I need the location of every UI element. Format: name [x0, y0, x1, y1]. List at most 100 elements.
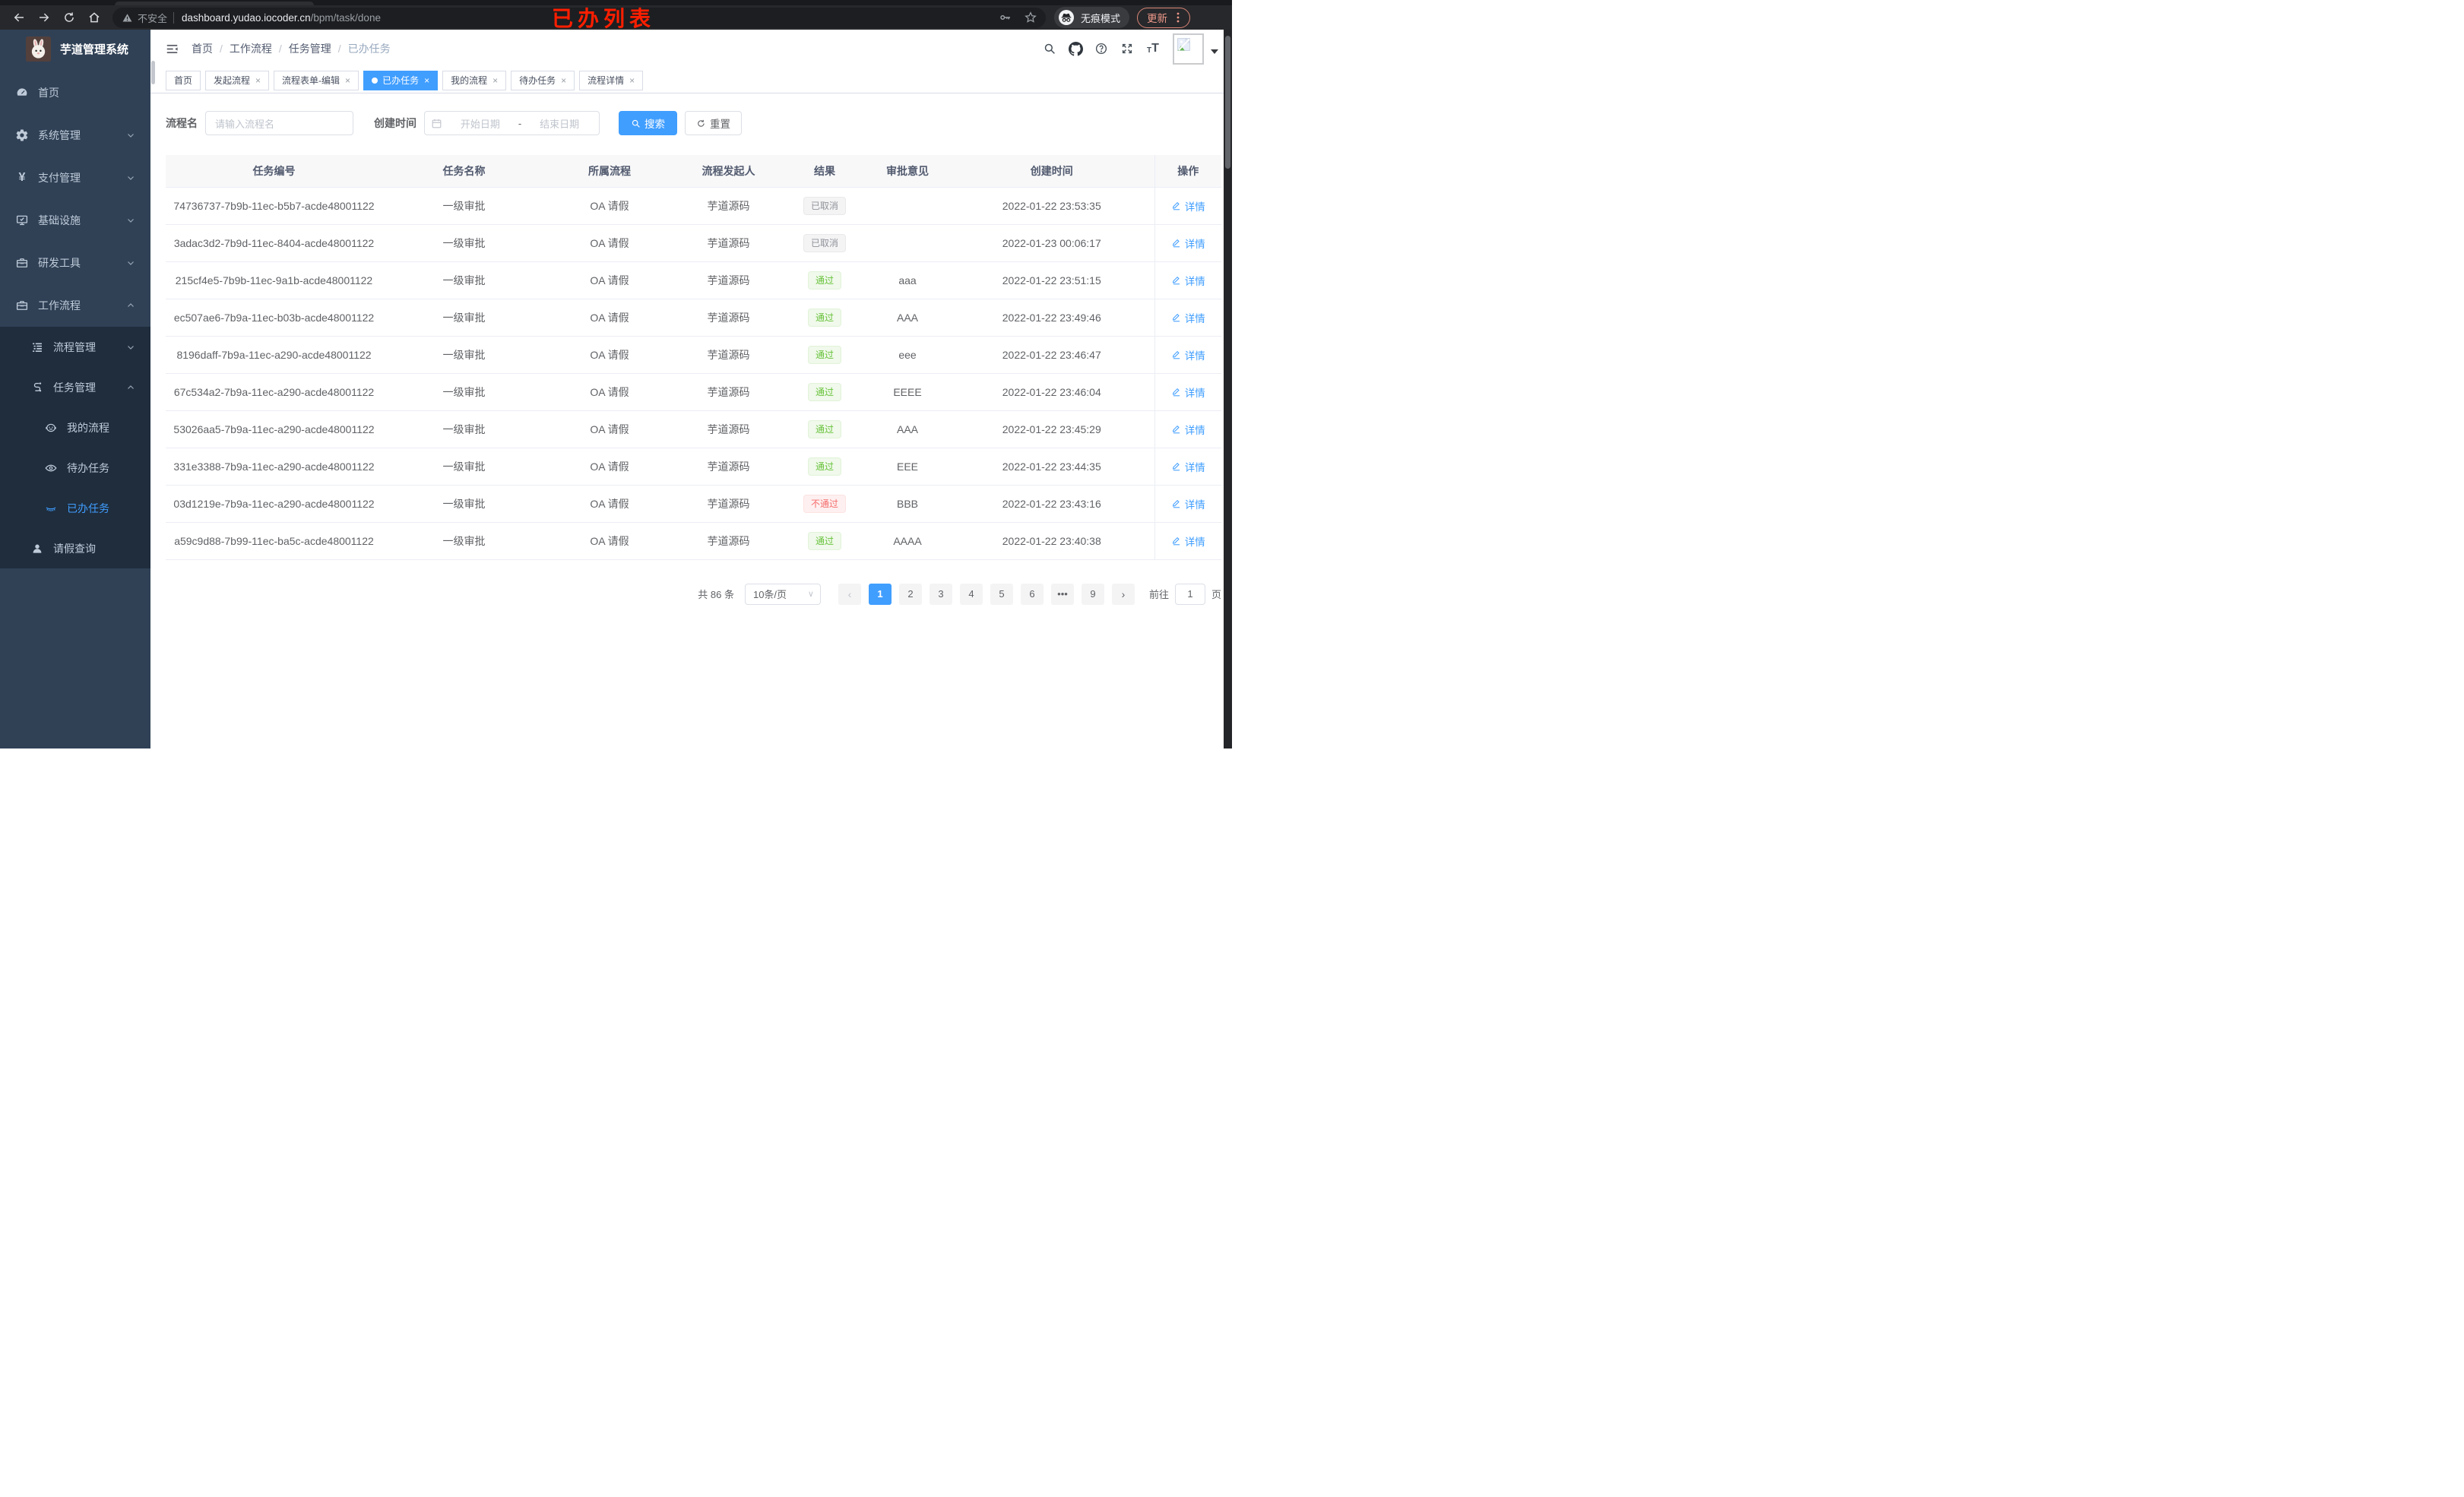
page-button-3[interactable]: 3 [929, 583, 952, 605]
breadcrumb-task-mgmt[interactable]: 任务管理 [288, 43, 331, 55]
action-cell: 详情 [1154, 448, 1221, 486]
close-icon[interactable]: × [345, 74, 351, 86]
sidebar-item-leave-query[interactable]: 请假查询 [0, 528, 150, 568]
sidebar-item-todo-tasks[interactable]: 待办任务 [0, 448, 150, 488]
result-cell: 通过 [784, 410, 866, 448]
detail-link[interactable]: 详情 [1171, 347, 1205, 362]
collapse-menu-icon[interactable] [164, 41, 179, 56]
avatar[interactable] [1173, 33, 1204, 65]
detail-link[interactable]: 详情 [1171, 459, 1205, 474]
sidebar-item-task-mgmt[interactable]: 任务管理 [0, 367, 150, 407]
incognito-badge: 无痕模式 [1054, 7, 1130, 28]
breadcrumb-workflow[interactable]: 工作流程 [229, 43, 272, 55]
close-icon[interactable]: × [629, 74, 635, 86]
detail-link[interactable]: 详情 [1171, 273, 1205, 288]
reload-button[interactable] [61, 9, 78, 26]
tab-label: 已办任务 [382, 75, 420, 86]
result-badge: 通过 [807, 271, 841, 290]
table-row: a59c9d88-7b99-11ec-ba5c-acde48001122 一级审批… [166, 522, 1221, 560]
help-button[interactable] [1094, 41, 1109, 56]
sidebar-item-process-mgmt[interactable]: 流程管理 [0, 327, 150, 367]
search-button[interactable] [1042, 41, 1057, 56]
table-row: 67c534a2-7b9a-11ec-a290-acde48001122 一级审批… [166, 373, 1221, 411]
update-button[interactable]: 更新 [1137, 7, 1191, 28]
back-button[interactable] [11, 9, 27, 26]
sidebar-item-label: 待办任务 [67, 461, 109, 474]
password-key-icon[interactable] [998, 10, 1013, 25]
page-button-1[interactable]: 1 [868, 583, 892, 605]
sidebar-item-dev-tools[interactable]: 研发工具 [0, 242, 150, 284]
task-name-cell: 一级审批 [382, 522, 546, 560]
tab-todo-tasks[interactable]: 待办任务 × [511, 70, 575, 90]
tab-my-process[interactable]: 我的流程 × [442, 70, 507, 90]
page-button-6[interactable]: 6 [1020, 583, 1044, 605]
process-name-input[interactable]: 请输入流程名 [205, 111, 353, 135]
action-cell: 详情 [1154, 187, 1221, 225]
address-bar[interactable]: 不安全 dashboard.yudao.iocoder.cn/bpm/task/… [112, 7, 1046, 28]
browser-tab[interactable] [115, 2, 314, 5]
close-icon[interactable]: × [492, 74, 499, 86]
page-button-4[interactable]: 4 [959, 583, 983, 605]
end-date-placeholder[interactable]: 结束日期 [540, 118, 580, 130]
forward-button[interactable] [36, 9, 52, 26]
detail-link[interactable]: 详情 [1171, 385, 1205, 400]
breadcrumb-home[interactable]: 首页 [192, 43, 213, 55]
detail-link[interactable]: 详情 [1171, 310, 1205, 325]
prev-page-button[interactable]: ‹ [838, 583, 861, 605]
detail-link-label: 详情 [1184, 498, 1205, 511]
tab-process-detail[interactable]: 流程详情 × [579, 70, 644, 90]
detail-link[interactable]: 详情 [1171, 198, 1205, 214]
date-range-input[interactable]: 开始日期 - 结束日期 [424, 111, 600, 135]
sidebar-item-label: 任务管理 [53, 381, 96, 394]
page-button-5[interactable]: 5 [990, 583, 1013, 605]
sidebar-item-system[interactable]: 系统管理 [0, 114, 150, 157]
sidebar-item-home[interactable]: 首页 [0, 71, 150, 114]
sidebar-item-label: 请假查询 [53, 542, 96, 555]
tab-form-edit[interactable]: 流程表单-编辑 × [274, 70, 359, 90]
sidebar-scrollbar-thumb[interactable] [151, 61, 155, 84]
close-icon[interactable]: × [255, 74, 261, 86]
back-icon [12, 11, 26, 24]
home-button[interactable] [86, 9, 103, 26]
fullscreen-button[interactable] [1120, 41, 1135, 56]
window-scrollbar[interactable] [1224, 30, 1232, 748]
detail-link[interactable]: 详情 [1171, 236, 1205, 251]
tab-label: 流程详情 [587, 75, 625, 86]
column-header: 创建时间 [949, 155, 1154, 188]
goto-page-input[interactable]: 1 [1174, 583, 1205, 605]
chevron-down-icon [126, 173, 135, 182]
page-button-9[interactable]: 9 [1081, 583, 1104, 605]
app-logo[interactable]: 芋道管理系统 [0, 30, 150, 68]
bookmark-star-icon[interactable] [1023, 10, 1038, 25]
sidebar-item-done-tasks[interactable]: 已办任务 [0, 488, 150, 528]
sidebar-item-infrastructure[interactable]: 基础设施 [0, 199, 150, 242]
more-pages-button[interactable]: ••• [1050, 583, 1074, 605]
start-date-placeholder[interactable]: 开始日期 [460, 118, 500, 130]
github-button[interactable] [1068, 41, 1083, 56]
avatar-caret-icon[interactable] [1211, 49, 1218, 54]
detail-link[interactable]: 详情 [1171, 496, 1205, 511]
close-icon[interactable]: × [424, 74, 430, 86]
browser-menu-dots-icon[interactable] [1173, 11, 1183, 24]
tab-done-tasks[interactable]: 已办任务 × [363, 70, 439, 90]
detail-link[interactable]: 详情 [1171, 533, 1205, 549]
reset-button[interactable]: 重置 [685, 111, 742, 135]
page-tabs: 首页 发起流程 × 流程表单-编辑 × 已办任务 × 我的流程 × 待办任务 × 流程详情 × [150, 68, 1232, 93]
sidebar-item-my-process[interactable]: 我的流程 [0, 407, 150, 448]
page-button-2[interactable]: 2 [898, 583, 922, 605]
security-chip[interactable]: 不安全 [122, 11, 167, 25]
created-cell: 2022-01-22 23:51:15 [949, 261, 1154, 299]
tab-home[interactable]: 首页 [166, 70, 201, 90]
window-scrollbar-thumb[interactable] [1225, 36, 1230, 169]
sidebar-item-workflow[interactable]: 工作流程 [0, 284, 150, 327]
close-icon[interactable]: × [561, 74, 567, 86]
detail-link[interactable]: 详情 [1171, 422, 1205, 437]
task-name-cell: 一级审批 [382, 336, 546, 374]
next-page-button[interactable]: › [1111, 583, 1135, 605]
tab-launch-process[interactable]: 发起流程 × [205, 70, 270, 90]
page-size-select[interactable]: 10条/页 ∨ [744, 583, 821, 605]
task-id-cell: 8196daff-7b9a-11ec-a290-acde48001122 [166, 336, 382, 374]
sidebar-item-payment[interactable]: ¥ 支付管理 [0, 157, 150, 199]
search-button[interactable]: 搜索 [619, 111, 677, 135]
